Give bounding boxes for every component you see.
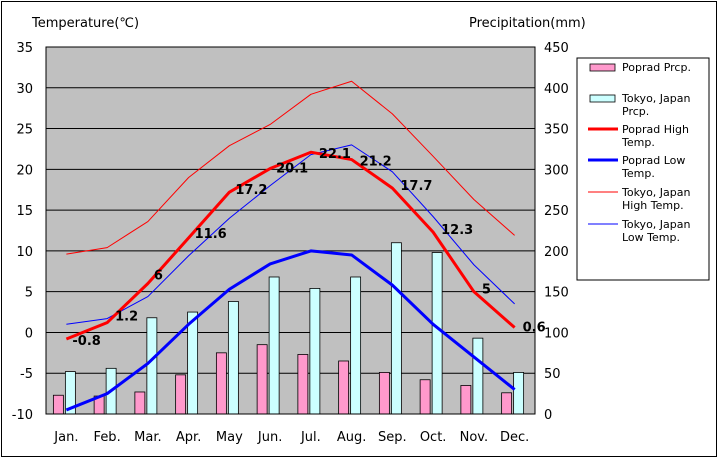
right-axis-title: Precipitation(mm): [469, 16, 586, 31]
precip-bar: [472, 337, 484, 415]
left-tick-label: 0: [25, 326, 33, 341]
temperature-line: [65, 249, 516, 412]
precip-bar: [460, 385, 472, 415]
left-tick-label: 25: [16, 123, 33, 138]
data-label: 12.3: [441, 223, 473, 238]
data-label: 11.6: [195, 227, 227, 242]
data-label: 6: [154, 269, 163, 284]
left-tick-label: -10: [12, 408, 33, 423]
x-tick-label: Jul.: [300, 430, 321, 445]
legend-label: Tokyo, Japan: [621, 92, 690, 105]
right-tick-label: 450: [544, 41, 569, 56]
right-tick-label: 200: [544, 245, 569, 260]
legend-label: Temp.: [621, 167, 655, 180]
precip-bar: [419, 379, 431, 415]
legend-label: High Temp.: [622, 199, 684, 212]
data-label: 0.6: [523, 321, 546, 336]
legend-label: Temp.: [621, 136, 655, 149]
right-tick-label: 350: [544, 123, 569, 138]
left-tick-label: 30: [16, 82, 33, 97]
x-tick-label: Nov.: [460, 430, 489, 445]
left-tick-label: 10: [16, 245, 33, 260]
left-tick-label: -5: [20, 367, 33, 382]
precip-bar: [297, 354, 309, 415]
axes: 35302520151050-5-10450400350300250200150…: [12, 41, 569, 445]
left-tick-label: 20: [16, 163, 33, 178]
precip-bar: [431, 252, 443, 415]
x-tick-label: Mar.: [134, 430, 161, 445]
precipitation-bars: [52, 242, 525, 415]
precip-bar: [175, 374, 187, 415]
precip-bar: [187, 311, 199, 415]
precip-bar: [256, 344, 268, 415]
x-tick-label: Apr.: [176, 430, 201, 445]
left-axis-title: Temperature(℃): [31, 16, 139, 31]
precip-bar: [501, 392, 513, 415]
right-tick-label: 50: [544, 367, 561, 382]
left-tick-label: 35: [16, 41, 33, 56]
precip-bar: [146, 317, 158, 415]
legend-label: Prcp.: [622, 105, 649, 118]
right-tick-label: 300: [544, 163, 569, 178]
temperature-line: [66, 80, 515, 255]
right-tick-label: 250: [544, 204, 569, 219]
right-tick-label: 150: [544, 286, 569, 301]
right-tick-label: 0: [544, 408, 552, 423]
x-tick-label: Dec.: [500, 430, 529, 445]
x-tick-label: Sep.: [378, 430, 407, 445]
legend-swatch: [589, 94, 616, 103]
precip-bar: [215, 352, 227, 415]
temperature-line: [65, 150, 516, 341]
left-tick-label: 5: [25, 286, 33, 301]
legend-label: Tokyo, Japan: [621, 186, 690, 199]
precip-bar: [227, 301, 239, 415]
grid-lines: [46, 87, 535, 374]
data-label: 17.2: [235, 183, 267, 198]
x-tick-label: Jun.: [257, 430, 282, 445]
precip-bar: [268, 276, 280, 415]
data-label: 22.1: [319, 147, 351, 162]
plot-background: [46, 47, 535, 414]
temperature-line: [66, 144, 515, 325]
temperature-lines: [65, 80, 516, 412]
data-label: 20.1: [276, 162, 308, 177]
plot-area: [46, 47, 535, 414]
x-tick-label: Oct.: [420, 430, 447, 445]
legend-label: Poprad Prcp.: [622, 61, 691, 74]
plot-border: [45, 46, 536, 415]
x-tick-label: May: [216, 430, 243, 445]
left-tick-label: 15: [16, 204, 33, 219]
precip-bar: [390, 242, 402, 415]
precip-bar: [513, 372, 525, 415]
data-label: 17.7: [400, 179, 432, 194]
legend-label: Low Temp.: [622, 231, 680, 244]
precip-bar: [52, 394, 64, 415]
x-tick-label: Feb.: [94, 430, 121, 445]
legend-swatch: [589, 63, 616, 72]
legend-label: Tokyo, Japan: [621, 218, 690, 231]
precip-bar: [134, 391, 146, 415]
x-tick-label: Aug.: [337, 430, 367, 445]
precip-bar: [338, 360, 350, 415]
right-tick-label: 400: [544, 82, 569, 97]
precip-bar: [378, 372, 390, 415]
precip-bar: [309, 288, 321, 415]
precip-bar: [350, 276, 362, 415]
x-tick-label: Jan.: [53, 430, 78, 445]
legend-label: Poprad High: [622, 123, 689, 136]
data-label: 5: [482, 283, 491, 298]
data-label: -0.8: [72, 334, 100, 349]
data-labels: -0.8 1.2 6 11.6 17.2 20.1 22.1 21.2 17.7 12.3 5 0.6: [72, 147, 545, 349]
legend-label: Poprad Low: [622, 154, 685, 167]
data-label: 1.2: [115, 310, 138, 325]
right-tick-label: 100: [544, 326, 569, 341]
data-label: 21.2: [360, 155, 392, 170]
